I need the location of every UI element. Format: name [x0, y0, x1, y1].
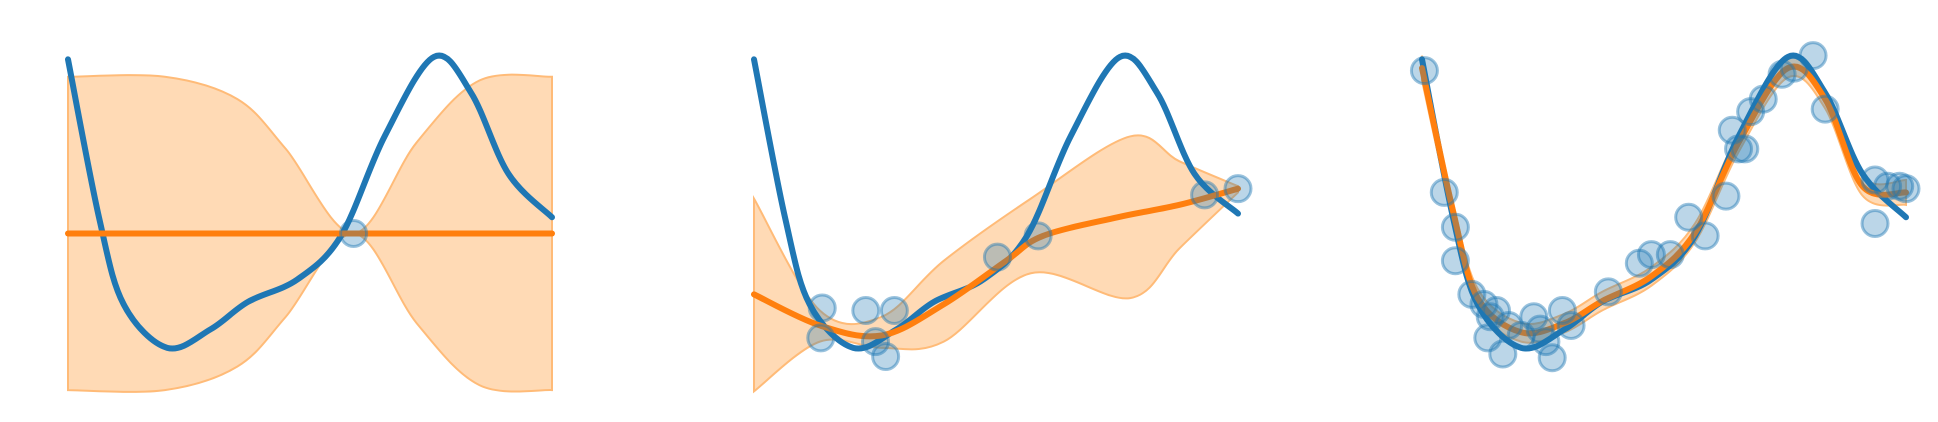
observation-point	[1469, 289, 1499, 319]
observation-point	[879, 296, 909, 326]
observation-point	[1457, 279, 1487, 309]
observation-point	[1779, 53, 1809, 83]
observation-point	[1519, 302, 1549, 332]
observation-point	[1531, 327, 1561, 357]
mean-line	[1419, 63, 1909, 337]
observation-point	[1409, 56, 1439, 86]
observation-point	[1506, 320, 1536, 350]
observation-point	[1891, 174, 1921, 204]
observation-point	[1429, 177, 1459, 207]
observation-point	[1556, 310, 1586, 340]
observation-point	[1885, 171, 1915, 201]
observation-point	[1482, 296, 1512, 326]
observation-point	[1473, 323, 1503, 353]
observation-point	[1736, 97, 1766, 127]
observation-point	[1440, 246, 1470, 276]
observation-point	[1730, 134, 1760, 164]
observation-point	[1767, 59, 1797, 89]
observation-point	[1023, 221, 1053, 251]
observation-point	[1190, 180, 1220, 210]
observation-point	[1525, 314, 1555, 344]
observation-point	[1537, 343, 1567, 373]
panel	[65, 52, 555, 393]
observation-point	[1717, 115, 1747, 145]
observation-point	[1860, 209, 1890, 238]
observation-point	[1655, 240, 1685, 270]
observation-point	[1547, 296, 1577, 326]
panel	[1409, 41, 1921, 373]
observation-point	[1494, 310, 1524, 340]
observation-point	[1636, 240, 1666, 270]
observation-point	[871, 342, 901, 372]
observation-point	[1223, 174, 1253, 204]
observation-point	[1860, 165, 1890, 195]
observation-point	[1873, 171, 1903, 201]
observation-point	[1593, 277, 1623, 307]
observation-point	[339, 218, 369, 248]
observation-point	[860, 327, 890, 357]
observation-point	[1440, 212, 1470, 242]
observation-point	[1810, 94, 1840, 124]
observation-point	[1711, 181, 1741, 211]
observation-point	[806, 323, 836, 353]
mean-line	[751, 185, 1241, 340]
observation-point	[1624, 248, 1654, 278]
observation-point	[1674, 202, 1704, 232]
true-function-line	[65, 52, 555, 352]
observation-point	[1475, 302, 1505, 332]
observation-point	[982, 242, 1012, 272]
observation-point	[851, 296, 881, 326]
observation-point	[1690, 221, 1720, 251]
observation-point	[807, 293, 837, 323]
observation-point	[1798, 41, 1828, 71]
observation-point	[1724, 134, 1754, 164]
observation-point	[1488, 339, 1518, 369]
panel	[751, 52, 1253, 394]
observation-point	[1748, 84, 1778, 114]
